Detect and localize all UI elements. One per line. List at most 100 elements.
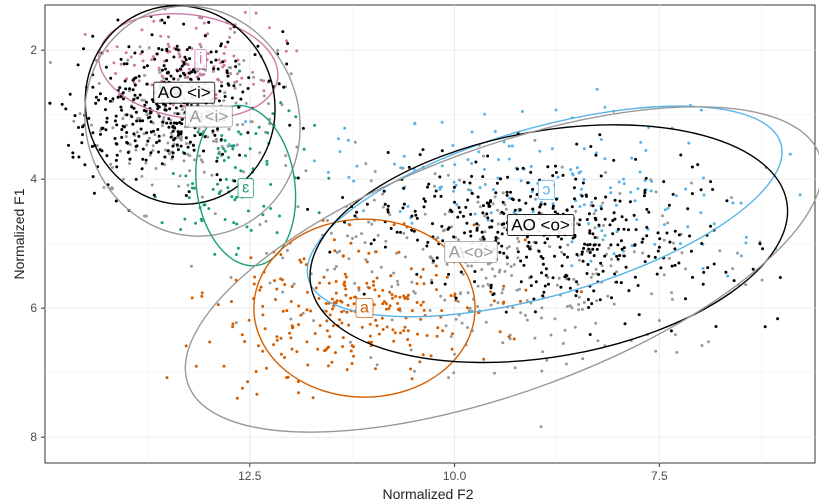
data-point-AO-i (172, 121, 176, 125)
data-point-A-i (102, 186, 106, 189)
data-point-A-i (151, 121, 155, 125)
data-point-AO-o (547, 282, 550, 286)
data-point-AO-o (537, 249, 541, 253)
data-point-a (165, 376, 169, 380)
data-point-AO-o (570, 205, 574, 209)
data-point-A-i (196, 69, 200, 73)
data-point-A-o (268, 281, 272, 285)
data-point-AO-o (565, 274, 569, 278)
data-point-AO-i (163, 21, 167, 25)
data-point-epsilon (193, 186, 196, 190)
data-point-a (392, 223, 396, 227)
data-point-open-o (452, 180, 456, 184)
data-point-A-i (186, 183, 190, 187)
data-point-A-o (333, 267, 337, 271)
x-tick-label: 12.5 (238, 469, 262, 483)
data-point-A-o (486, 282, 490, 286)
data-point-AO-o (386, 210, 390, 214)
data-point-AO-o (438, 175, 442, 179)
data-point-i-short (206, 32, 210, 36)
data-point-AO-o (470, 174, 474, 178)
data-point-AO-o (699, 188, 703, 192)
data-point-AO-o (430, 281, 434, 285)
data-point-AO-o (481, 211, 485, 215)
data-point-open-o (666, 206, 670, 210)
data-point-AO-o (506, 175, 510, 179)
data-point-a (190, 296, 194, 300)
data-point-AO-o (572, 186, 576, 190)
data-point-epsilon (232, 221, 236, 225)
data-point-a (409, 267, 413, 271)
data-point-open-o (531, 210, 535, 214)
data-point-epsilon (171, 172, 175, 175)
data-point-open-o (554, 108, 558, 112)
data-point-a (350, 362, 354, 365)
data-point-A-o (466, 264, 470, 268)
data-point-A-o (335, 251, 339, 254)
data-point-a (357, 249, 361, 253)
data-point-AO-o (458, 210, 462, 214)
data-point-AO-o (529, 195, 533, 198)
data-point-A-o (731, 267, 735, 271)
data-point-open-o (227, 143, 231, 146)
data-point-A-o (609, 264, 613, 268)
data-point-AO-o (587, 212, 591, 216)
data-point-A-o (447, 376, 451, 380)
data-point-AO-i (173, 137, 177, 140)
data-point-AO-o (624, 265, 628, 269)
data-point-A-o (501, 191, 505, 195)
data-point-AO-i (122, 62, 126, 66)
data-point-AO-i (187, 190, 191, 194)
data-point-AO-i (113, 137, 117, 140)
data-point-open-o (603, 105, 607, 109)
data-point-a (518, 299, 522, 303)
data-point-AO-o (575, 253, 579, 256)
data-point-a (273, 279, 276, 283)
data-point-a (285, 376, 288, 380)
data-point-i-short (214, 93, 218, 97)
data-point-AO-o (671, 192, 675, 196)
data-point-AO-i (134, 110, 138, 114)
data-point-a (318, 324, 322, 327)
panel-background (44, 4, 816, 464)
data-point-a (422, 282, 426, 286)
data-point-a (398, 307, 402, 311)
data-point-A-o (329, 231, 333, 235)
data-point-i-short (167, 35, 170, 39)
data-point-AO-o (457, 206, 461, 209)
data-point-A-o (512, 263, 516, 267)
data-point-a (254, 370, 258, 373)
data-point-a (434, 273, 438, 277)
data-point-a (440, 309, 444, 313)
data-point-AO-i (282, 85, 286, 89)
data-point-AO-i (247, 76, 251, 80)
data-point-A-i (181, 108, 184, 112)
data-point-i-short (268, 26, 271, 30)
data-point-AO-i (182, 62, 186, 66)
y-tick-label: 2 (30, 43, 37, 57)
data-point-a (385, 325, 389, 329)
data-point-a (388, 290, 392, 294)
data-point-AO-o (700, 242, 704, 245)
data-point-AO-i (174, 47, 178, 51)
data-point-AO-i (214, 50, 218, 54)
data-point-AO-i (234, 59, 238, 63)
data-point-AO-i (67, 143, 70, 147)
data-point-AO-o (575, 280, 578, 284)
data-point-epsilon (213, 252, 217, 256)
data-point-i-short (182, 104, 186, 108)
data-point-open-o (612, 252, 616, 256)
data-point-a (349, 241, 353, 245)
data-point-AO-o (761, 247, 765, 251)
data-point-A-o (381, 205, 385, 209)
data-point-a (281, 278, 284, 282)
data-point-AO-i (233, 179, 237, 183)
data-point-i-short (284, 49, 288, 53)
data-point-a (397, 250, 401, 254)
data-point-a (341, 336, 345, 340)
data-point-a (316, 347, 320, 351)
data-point-AO-i (126, 151, 130, 154)
data-point-AO-o (372, 238, 376, 242)
data-point-AO-i (179, 144, 183, 148)
data-point-A-i (138, 45, 142, 49)
